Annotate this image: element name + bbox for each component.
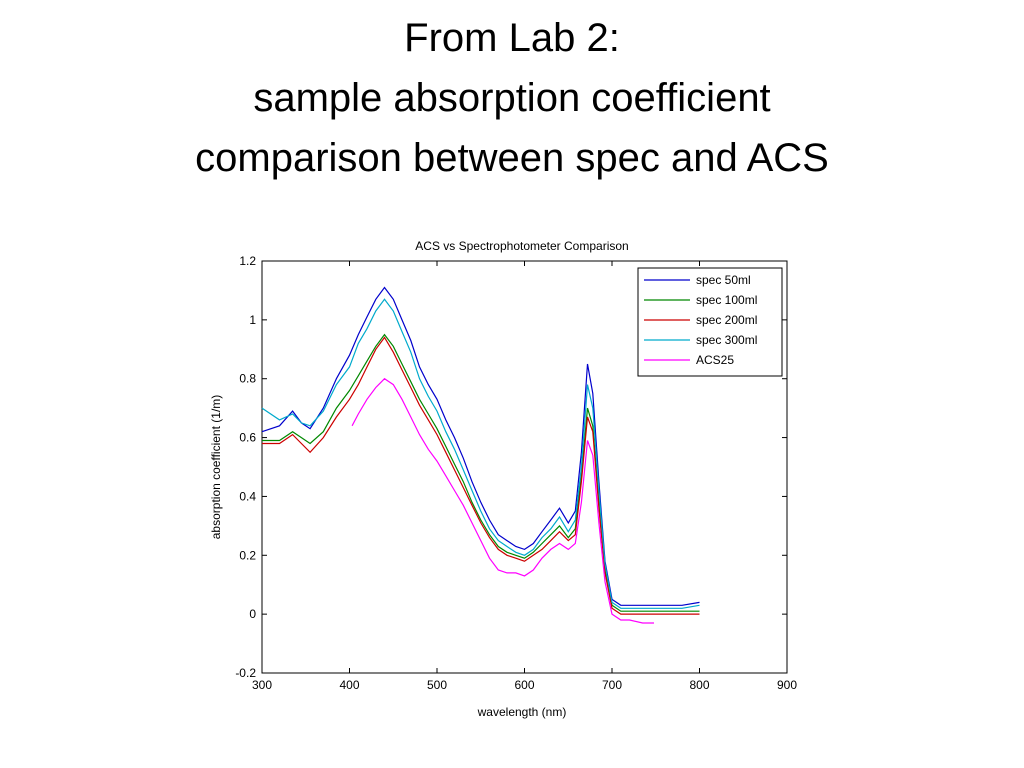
- x-tick-label: 700: [602, 678, 622, 692]
- x-tick-label: 900: [777, 678, 797, 692]
- series-line-spec-300ml: [261, 298, 700, 609]
- legend-label: ACS25: [696, 353, 734, 367]
- y-tick-label: 0.6: [239, 431, 256, 445]
- y-tick-label: 1: [249, 313, 256, 327]
- slide-title: From Lab 2: sample absorption coefficien…: [0, 8, 1024, 188]
- y-tick-label: 0: [249, 607, 256, 621]
- slide-title-line-2: sample absorption coefficient: [253, 76, 771, 120]
- y-tick-label: 0.2: [239, 548, 256, 562]
- legend-label: spec 100ml: [696, 293, 757, 307]
- series-line-acs25: [351, 377, 654, 624]
- y-axis-label: absorption coefficient (1/m): [209, 395, 223, 540]
- x-tick-label: 300: [252, 678, 272, 692]
- legend-label: spec 50ml: [696, 273, 751, 287]
- x-tick-label: 500: [427, 678, 447, 692]
- slide-title-line-1: From Lab 2:: [404, 16, 620, 60]
- series-lines: [261, 286, 700, 624]
- slide-title-line-3: comparison between spec and ACS: [195, 136, 829, 180]
- absorption-chart: ACS vs Spectrophotometer Comparison 300 4…: [209, 239, 797, 719]
- y-tick-label: 0.4: [239, 489, 256, 503]
- chart-title: ACS vs Spectrophotometer Comparison: [415, 239, 628, 253]
- y-tick-label: -0.2: [235, 666, 256, 680]
- legend-label: spec 300ml: [696, 333, 757, 347]
- x-tick-label: 600: [514, 678, 534, 692]
- x-tick-label: 800: [689, 678, 709, 692]
- legend: spec 50ml spec 100ml spec 200ml spec 300ml A…: [637, 267, 783, 377]
- x-axis-label: wavelength (nm): [477, 705, 567, 719]
- y-tick-label: 1.2: [239, 254, 256, 268]
- legend-box: [637, 267, 783, 377]
- series-line-spec-200ml: [262, 336, 700, 615]
- y-tick-label: 0.8: [239, 372, 256, 386]
- x-tick-label: 400: [339, 678, 359, 692]
- axis-ticks: 300 400 500 600 700 800 900 -0.2 0 0.2 0.4 0.6 0.8 1 1…: [235, 254, 797, 692]
- legend-label: spec 200ml: [696, 313, 757, 327]
